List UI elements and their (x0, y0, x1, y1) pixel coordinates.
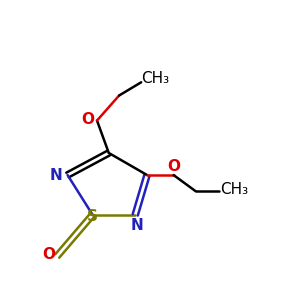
Text: O: O (167, 159, 180, 174)
Text: O: O (43, 247, 56, 262)
Text: N: N (130, 218, 143, 233)
Text: S: S (86, 209, 98, 224)
Text: N: N (50, 167, 63, 182)
Text: O: O (82, 112, 95, 127)
Text: CH₃: CH₃ (141, 71, 169, 86)
Text: CH₃: CH₃ (220, 182, 249, 197)
